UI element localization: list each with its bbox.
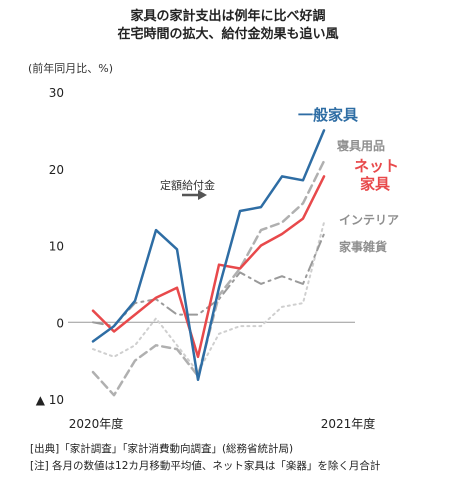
- y-tick-label: 0: [56, 316, 64, 330]
- y-tick-label: 30: [49, 86, 64, 100]
- x-tick-label: 2020年度: [69, 416, 124, 431]
- chart-title-line-1: 家具の家計支出は例年に比べ好調: [130, 9, 326, 24]
- y-tick-label: 20: [49, 163, 64, 177]
- source-note: [出典]「家計調査」「家計消費動向調査」(総務省統計局): [30, 443, 294, 455]
- series-line-4: [92, 221, 325, 374]
- series-layer: [91, 129, 326, 397]
- annotation-arrow-head: [198, 190, 207, 200]
- series-label-line: インテリア: [339, 213, 399, 227]
- chart-title: 家具の家計支出は例年に比べ好調 在宅時間の拡大、給付金効果も追い風: [0, 8, 456, 44]
- series-label: ネット家具: [354, 157, 399, 193]
- series-label-line: 一般家具: [298, 106, 358, 124]
- footnotes: [出典]「家計調査」「家計消費動向調査」(総務省統計局) [注] 各月の数値は1…: [30, 441, 380, 475]
- series-label: 寝具用品: [337, 138, 385, 153]
- y-tick-label: 10: [49, 240, 64, 254]
- series-label: 家事雑貨: [339, 239, 387, 254]
- series-label: インテリア: [339, 213, 399, 227]
- y-tick-label: ▲ 10: [36, 393, 64, 407]
- series-line-1: [91, 129, 326, 382]
- series-line-3: [91, 175, 326, 359]
- series-label-line: ネット: [354, 157, 399, 175]
- series-label-line: 寝具用品: [337, 138, 385, 153]
- axis-layer: 30 20 10 0 ▲ 10 2020年度 2021年度: [36, 86, 376, 431]
- annotation-layer: 定額給付金: [160, 178, 215, 200]
- series-label-line: 家事雑貨: [339, 239, 387, 254]
- chart-title-line-2: 在宅時間の拡大、給付金効果も追い風: [117, 27, 339, 42]
- annotation-label: 定額給付金: [160, 178, 215, 192]
- footnote: [注] 各月の数値は12カ月移動平均値、ネット家具は「楽器」を除く月合計: [30, 460, 381, 472]
- series-label: 一般家具: [298, 106, 358, 124]
- y-axis-unit-label: (前年同月比、%): [28, 62, 114, 75]
- series-label-line: 家具: [360, 175, 390, 193]
- line-chart: 30 20 10 0 ▲ 10 2020年度 2021年度 定額給付金 一般家具寝具用品ネッ…: [36, 86, 399, 431]
- x-tick-label: 2021年度: [321, 416, 376, 431]
